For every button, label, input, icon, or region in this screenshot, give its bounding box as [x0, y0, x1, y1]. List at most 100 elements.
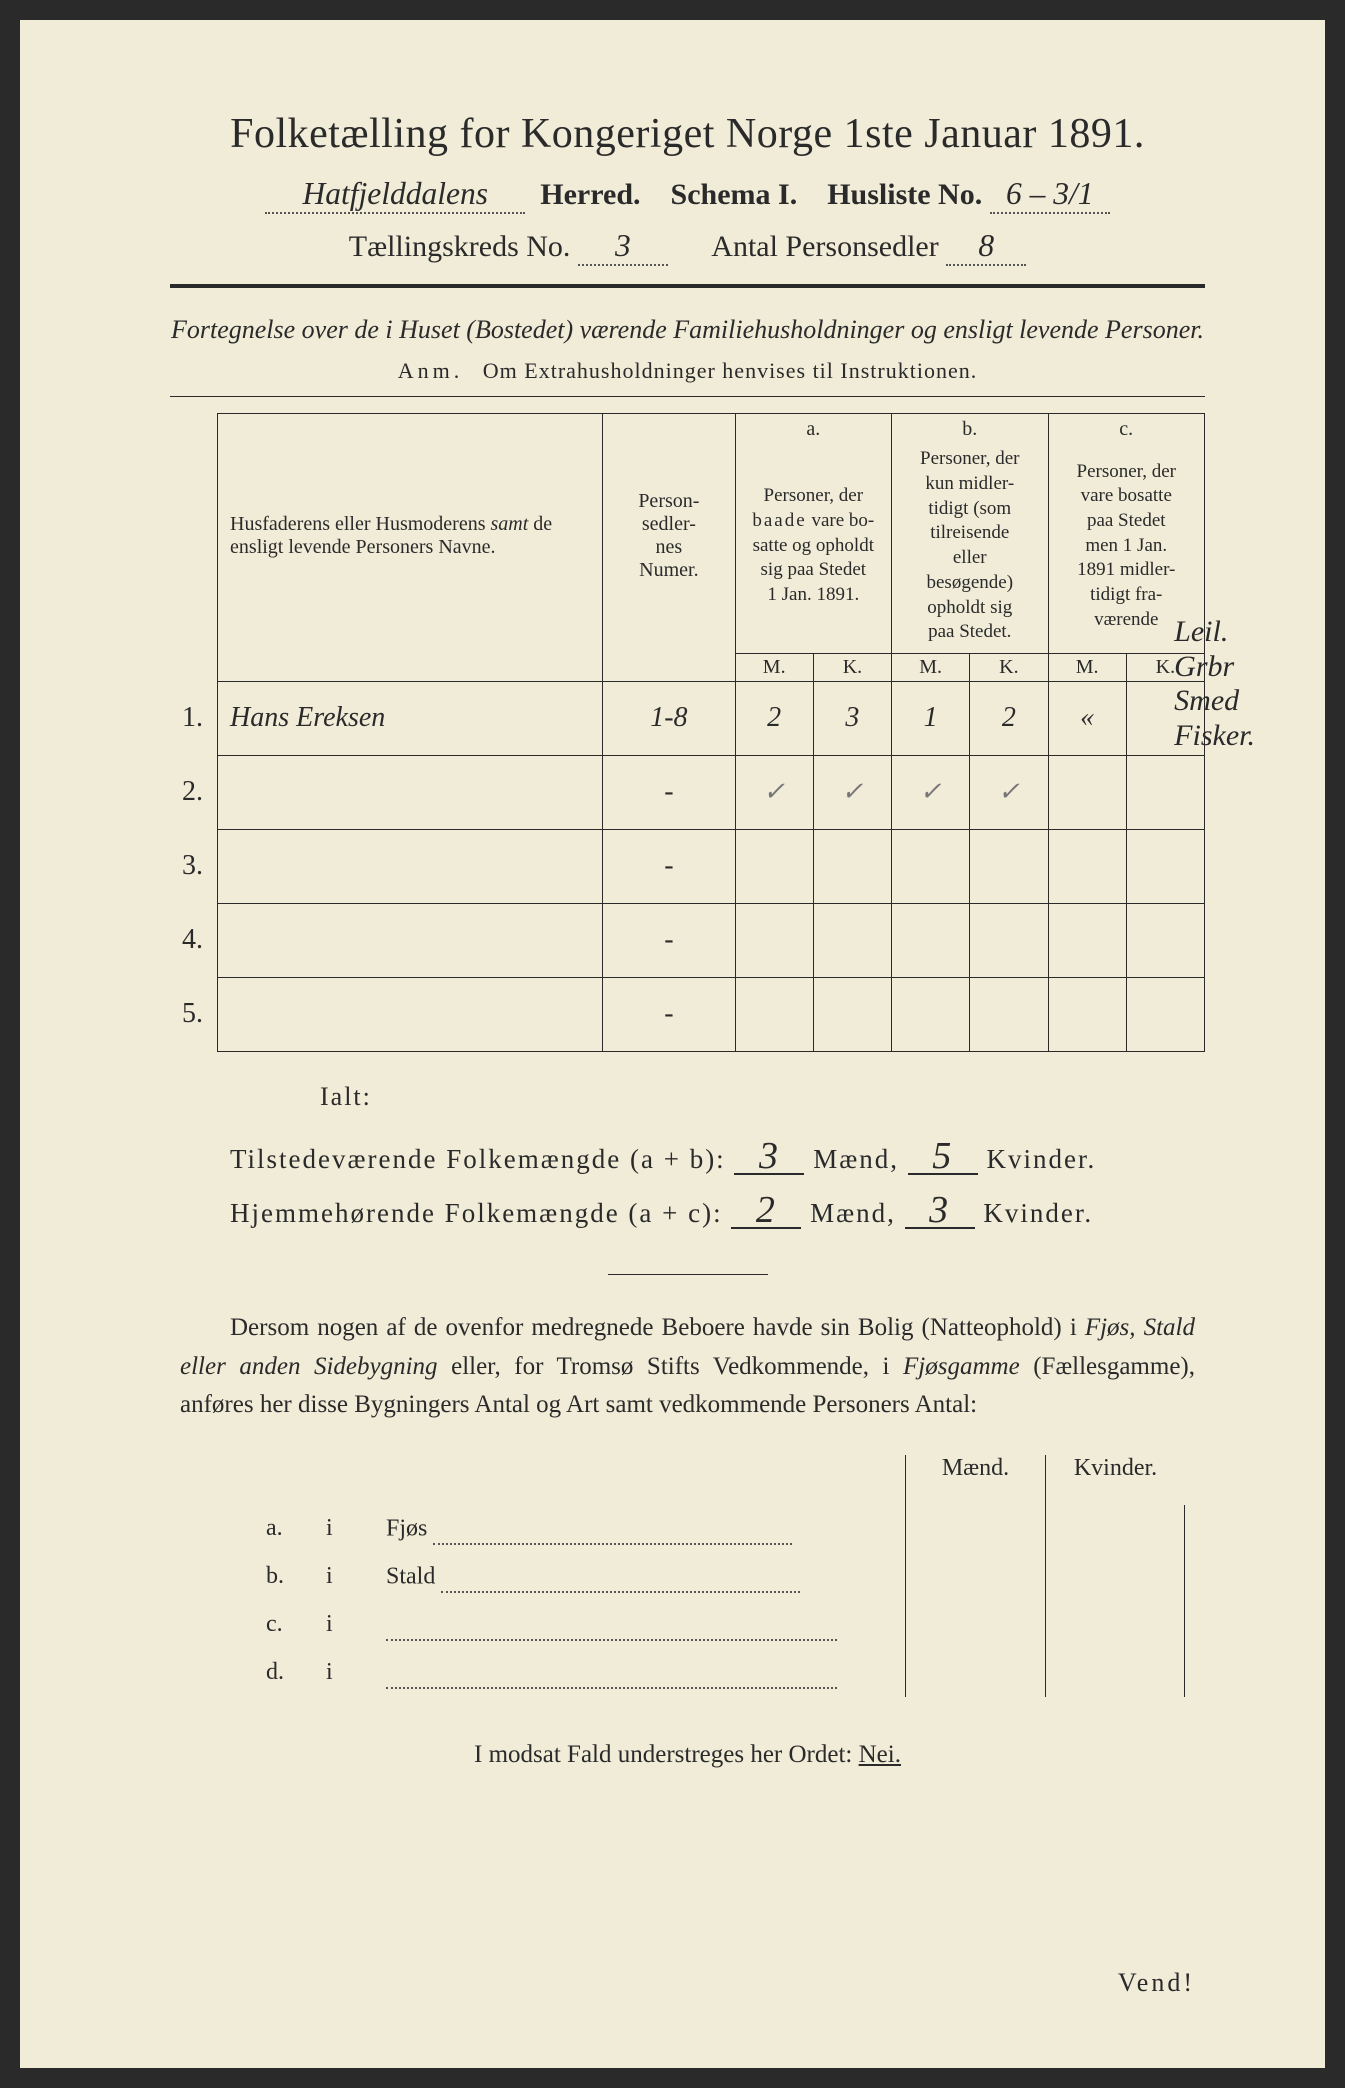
- cell-cm: [1048, 755, 1126, 829]
- row-letter: d.: [260, 1649, 320, 1697]
- col-header-name: Husfaderens eller Husmode­rens samt de e…: [218, 414, 603, 654]
- cell-bk: [970, 903, 1048, 977]
- table-row: 1. Hans Ereksen 1-8 2 3 1 2 «: [170, 681, 1205, 755]
- row-label-text: Stald: [386, 1564, 435, 1590]
- maend-label: Mænd,: [810, 1198, 896, 1228]
- col-b-label: b.: [892, 414, 1048, 442]
- cell-ak: ✓: [813, 755, 891, 829]
- col-maend: Mænd.: [905, 1455, 1045, 1505]
- col-a-text: Personer, der baade vare bo-satte og oph…: [735, 441, 891, 653]
- person-numbers: 1-8: [603, 681, 735, 755]
- margin-note-2: Grbr: [1174, 650, 1255, 685]
- table-row: 3. -: [170, 829, 1205, 903]
- margin-note-1: Leil.: [1174, 615, 1255, 650]
- cell-bm: [892, 829, 970, 903]
- cell-ak: [813, 903, 891, 977]
- row-i: i: [320, 1649, 380, 1697]
- household-name: [218, 977, 603, 1051]
- margin-note-3: Smed: [1174, 684, 1255, 719]
- cell-am: [735, 829, 813, 903]
- kvinder-label: Kvinder.: [986, 1144, 1096, 1174]
- kreds-label: Tællingskreds No.: [349, 230, 571, 263]
- col-b-k: K.: [970, 653, 1048, 681]
- cell-bm: [892, 977, 970, 1051]
- col-a-k: K.: [813, 653, 891, 681]
- cell-bm: ✓: [892, 755, 970, 829]
- cell-ck: [1126, 829, 1204, 903]
- cell-maend: [905, 1649, 1045, 1697]
- row-label: [380, 1649, 905, 1697]
- schema-label: Schema I.: [671, 178, 798, 211]
- household-name: Hans Ereksen: [218, 681, 603, 755]
- cell-cm: «: [1048, 681, 1126, 755]
- cell-maend: [905, 1601, 1045, 1649]
- resident-kvinder: 3: [905, 1193, 975, 1229]
- cell-am: [735, 977, 813, 1051]
- row-i: i: [320, 1553, 380, 1601]
- row-number: 2.: [170, 755, 218, 829]
- header-line-2: Hatfjelddalens Herred. Schema I. Huslist…: [170, 176, 1205, 214]
- header-rule: [170, 284, 1205, 288]
- census-form-page: Folketælling for Kongeriget Norge 1ste J…: [20, 20, 1325, 2068]
- col-c-label: c.: [1048, 414, 1205, 442]
- row-number: 1.: [170, 681, 218, 755]
- col-b-m: M.: [892, 653, 970, 681]
- household-name: [218, 755, 603, 829]
- row-letter: c.: [260, 1601, 320, 1649]
- cell-cm: [1048, 977, 1126, 1051]
- household-table: Husfaderens eller Husmode­rens samt de e…: [170, 413, 1205, 1052]
- vend-label: Vend!: [1118, 1968, 1195, 1998]
- row-number: 4.: [170, 903, 218, 977]
- husliste-label: Husliste No.: [827, 178, 982, 211]
- present-label: Tilstedeværende Folkemængde (a + b):: [230, 1144, 726, 1174]
- outbuilding-table: Mænd. Kvinder. a. i Fjøs b. i Stald c. i…: [260, 1455, 1185, 1697]
- cell-bk: [970, 977, 1048, 1051]
- row-label-text: Fjøs: [386, 1516, 427, 1542]
- ialt-label: Ialt:: [320, 1082, 1205, 1112]
- cell-ak: 3: [813, 681, 891, 755]
- page-title: Folketælling for Kongeriget Norge 1ste J…: [170, 110, 1205, 158]
- cell-cm: [1048, 829, 1126, 903]
- cell-ak: [813, 977, 891, 1051]
- antal-label: Antal Personsedler: [711, 230, 938, 263]
- cell-kvinder: [1045, 1505, 1185, 1553]
- row-i: i: [320, 1601, 380, 1649]
- row-number: 3.: [170, 829, 218, 903]
- cell-kvinder: [1045, 1601, 1185, 1649]
- margin-note-4: Fisker.: [1174, 719, 1255, 754]
- cell-bk: ✓: [970, 755, 1048, 829]
- resident-label: Hjemmehørende Folkemængde (a + c):: [230, 1198, 723, 1228]
- row-label: Fjøs: [380, 1505, 905, 1553]
- present-kvinder: 5: [908, 1139, 978, 1175]
- cell-maend: [905, 1505, 1045, 1553]
- kvinder-label: Kvinder.: [983, 1198, 1093, 1228]
- cell-bk: 2: [970, 681, 1048, 755]
- table-row: 2. - ✓ ✓ ✓ ✓: [170, 755, 1205, 829]
- cell-am: [735, 903, 813, 977]
- cell-maend: [905, 1553, 1045, 1601]
- modfald-text: I modsat Fald understreges her Ordet:: [474, 1741, 852, 1768]
- cell-kvinder: [1045, 1553, 1185, 1601]
- cell-ck: [1126, 977, 1204, 1051]
- person-numbers: -: [603, 903, 735, 977]
- kreds-no: 3: [578, 228, 668, 266]
- table-row: 4. -: [170, 903, 1205, 977]
- row-label: [380, 1601, 905, 1649]
- husliste-no: 6 – 3/1: [990, 176, 1110, 214]
- mid-rule: [608, 1274, 768, 1275]
- cell-am: 2: [735, 681, 813, 755]
- row-letter: a.: [260, 1505, 320, 1553]
- person-numbers: -: [603, 977, 735, 1051]
- person-numbers: -: [603, 755, 735, 829]
- row-letter: b.: [260, 1553, 320, 1601]
- row-label: Stald: [380, 1553, 905, 1601]
- col-header-num: Person-sedler-nesNumer.: [603, 414, 735, 654]
- totals-line-1: Tilstedeværende Folkemængde (a + b): 3 M…: [230, 1132, 1205, 1186]
- cell-bm: 1: [892, 681, 970, 755]
- header-line-3: Tællingskreds No. 3 Antal Personsedler 8: [170, 228, 1205, 266]
- household-name: [218, 903, 603, 977]
- subtitle: Fortegnelse over de i Huset (Bostedet) v…: [170, 312, 1205, 348]
- herred-label: Herred.: [540, 178, 640, 211]
- nei-word: Nei.: [859, 1741, 901, 1768]
- totals-line-2: Hjemmehørende Folkemængde (a + c): 2 Mæn…: [230, 1186, 1205, 1240]
